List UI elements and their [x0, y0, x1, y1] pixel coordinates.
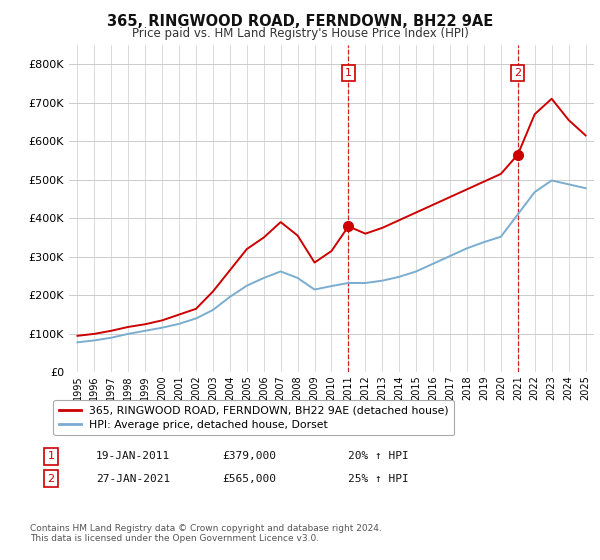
- Text: 1: 1: [47, 451, 55, 461]
- Text: £379,000: £379,000: [222, 451, 276, 461]
- Text: 365, RINGWOOD ROAD, FERNDOWN, BH22 9AE: 365, RINGWOOD ROAD, FERNDOWN, BH22 9AE: [107, 14, 493, 29]
- Legend: 365, RINGWOOD ROAD, FERNDOWN, BH22 9AE (detached house), HPI: Average price, det: 365, RINGWOOD ROAD, FERNDOWN, BH22 9AE (…: [53, 400, 454, 435]
- Text: 25% ↑ HPI: 25% ↑ HPI: [348, 474, 409, 484]
- Text: 1: 1: [345, 68, 352, 78]
- Text: 19-JAN-2011: 19-JAN-2011: [96, 451, 170, 461]
- Text: £565,000: £565,000: [222, 474, 276, 484]
- Text: 2: 2: [47, 474, 55, 484]
- Text: Price paid vs. HM Land Registry's House Price Index (HPI): Price paid vs. HM Land Registry's House …: [131, 27, 469, 40]
- Text: 20% ↑ HPI: 20% ↑ HPI: [348, 451, 409, 461]
- Text: 27-JAN-2021: 27-JAN-2021: [96, 474, 170, 484]
- Text: Contains HM Land Registry data © Crown copyright and database right 2024.
This d: Contains HM Land Registry data © Crown c…: [30, 524, 382, 543]
- Text: 2: 2: [514, 68, 521, 78]
